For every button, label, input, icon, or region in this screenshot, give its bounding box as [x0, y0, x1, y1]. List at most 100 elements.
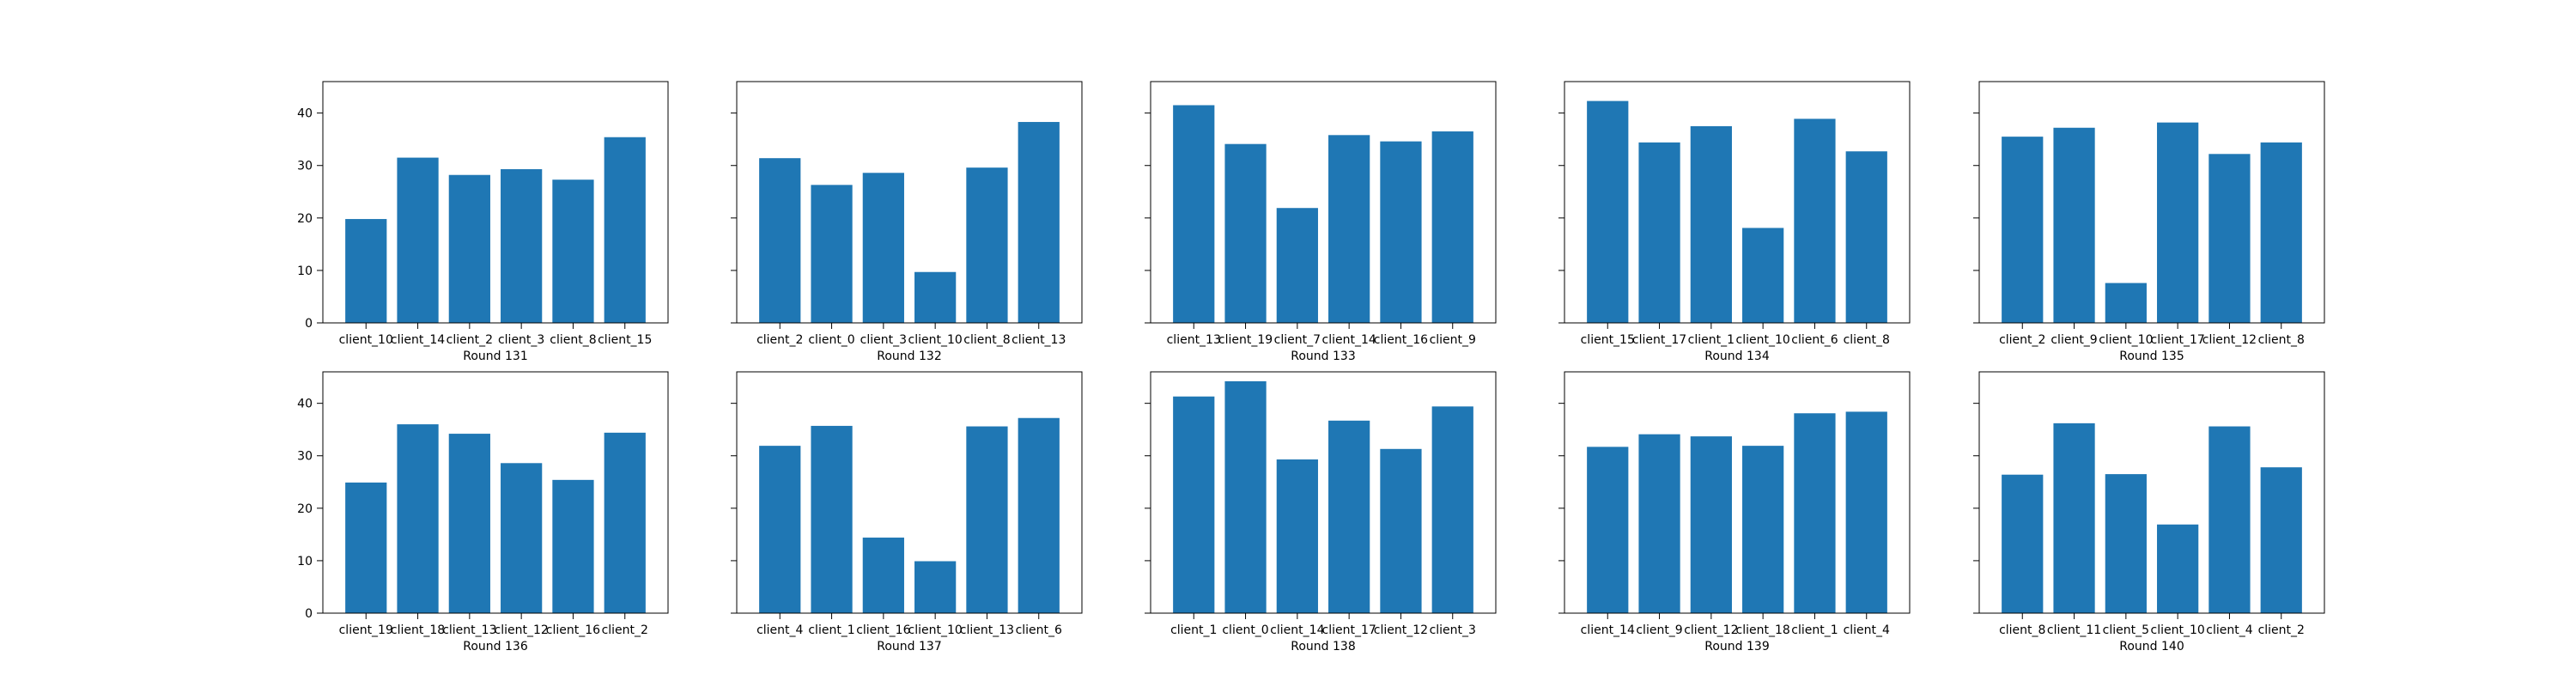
x-tick-label: client_13 [1012, 333, 1066, 347]
x-tick-label: client_2 [602, 623, 648, 637]
x-tick-label: client_15 [1581, 333, 1635, 347]
x-axis-label: Round 135 [2119, 350, 2184, 363]
x-tick-label: client_6 [1016, 623, 1062, 637]
bar-client_15 [1587, 100, 1629, 323]
bar-client_4 [2208, 426, 2251, 613]
bar-client_6 [1018, 417, 1060, 613]
x-tick-label: client_12 [1374, 623, 1428, 637]
x-tick-label: client_4 [1844, 623, 1890, 637]
axes-frame [1978, 81, 2325, 324]
x-tick-label: client_2 [2258, 623, 2305, 637]
subplot-8: client_1 client_0 client_14client_17client… [1145, 371, 1497, 654]
subplot-10: client_8 client_11 client_5 client_10 client… [1973, 371, 2325, 654]
bar-client_18 [1742, 446, 1784, 613]
bar-client_19 [345, 482, 387, 613]
bar-client_19 [1224, 143, 1267, 323]
x-tick-label: client_14 [1322, 333, 1376, 347]
x-tick-label: client_19 [1218, 333, 1273, 347]
x-tick-label: client_1 [1791, 623, 1838, 637]
axes-frame [1978, 371, 2325, 614]
bar-client_1 [1690, 125, 1732, 323]
x-tick-label: client_19 [339, 623, 393, 637]
bar-client_14 [1587, 447, 1629, 613]
x-tick-label: client_4 [756, 623, 803, 637]
x-tick-label: client_2 [756, 333, 803, 347]
x-axis-label: Round 132 [877, 350, 941, 363]
x-tick-label: client_12 [1684, 623, 1738, 637]
bar-client_12 [501, 463, 543, 613]
x-tick-label: client_16 [546, 623, 600, 637]
y-tick-label: 10 [297, 555, 313, 568]
x-tick-label: client_3 [1430, 623, 1476, 637]
bar-client_10 [1742, 228, 1784, 323]
x-tick-label: client_9 [1430, 333, 1476, 347]
x-tick-label: client_16 [1374, 333, 1428, 347]
bar-client_5 [2105, 474, 2147, 613]
x-tick-label: client_14 [1581, 623, 1635, 637]
bar-client_0 [811, 185, 853, 323]
bar-client_17 [1328, 420, 1370, 613]
bar-client_12 [1380, 448, 1422, 613]
x-tick-label: client_7 [1274, 333, 1321, 347]
bar-client_2 [759, 158, 801, 323]
bar-client_16 [552, 479, 594, 613]
axes-frame [736, 371, 1083, 614]
bar-client_13 [448, 434, 490, 613]
bar-client_3 [501, 169, 543, 323]
bar-client_13 [966, 426, 1008, 613]
x-axis-label: Round 136 [463, 640, 528, 654]
bar-client_13 [1173, 105, 1215, 324]
bar-client_8 [966, 167, 1008, 323]
y-tick-label: 0 [305, 607, 313, 621]
x-tick-label: client_1 [1688, 333, 1735, 347]
bar-client_2 [2002, 137, 2044, 323]
axes-frame [1564, 371, 1911, 614]
x-tick-label: client_10 [2151, 623, 2205, 637]
x-axis-label: Round 138 [1291, 640, 1355, 654]
x-tick-label: client_10 [908, 623, 963, 637]
bar-client_3 [1431, 406, 1473, 613]
x-tick-label: client_13 [442, 623, 496, 637]
x-tick-label: client_0 [808, 333, 854, 347]
y-tick-label: 30 [297, 450, 313, 464]
bar-client_6 [1794, 119, 1836, 323]
x-axis-label: Round 133 [1291, 350, 1355, 363]
bar-client_7 [1276, 208, 1318, 323]
x-tick-label: client_18 [1736, 623, 1790, 637]
x-tick-label: client_9 [1636, 623, 1682, 637]
x-tick-label: client_8 [2258, 333, 2305, 347]
bar-client_15 [604, 137, 646, 323]
x-tick-label: client_12 [495, 623, 549, 637]
bar-client_14 [1328, 135, 1370, 323]
axes-frame [322, 371, 669, 614]
x-tick-label: client_3 [498, 333, 544, 347]
bar-client_8 [1845, 151, 1887, 323]
y-tick-label: 20 [297, 502, 313, 516]
bar-client_10 [2105, 283, 2147, 323]
x-tick-label: client_13 [960, 623, 1014, 637]
subplot-6: 010203040client_19client_18client_13clie… [297, 371, 669, 654]
x-tick-label: client_15 [598, 333, 652, 347]
bar-client_10 [914, 271, 957, 323]
bar-client_8 [2002, 474, 2044, 613]
bar-client_1 [1173, 396, 1215, 613]
x-axis-label: Round 139 [1704, 640, 1769, 654]
bar-client_1 [1794, 413, 1836, 613]
axes-frame [1150, 371, 1497, 614]
x-tick-label: client_14 [391, 333, 445, 347]
x-axis-label: Round 131 [463, 350, 527, 363]
x-tick-label: client_8 [963, 333, 1010, 347]
bar-client_4 [1845, 411, 1887, 613]
axes-frame [736, 81, 1083, 324]
y-tick-label: 40 [297, 398, 313, 411]
x-axis-label: Round 140 [2119, 640, 2184, 654]
x-tick-label: client_10 [339, 333, 393, 347]
x-tick-label: client_0 [1222, 623, 1268, 637]
x-axis-label: Round 134 [1704, 350, 1770, 363]
x-tick-label: client_12 [2202, 333, 2257, 347]
x-tick-label: client_9 [2050, 333, 2097, 347]
bar-client_9 [2053, 127, 2095, 323]
x-tick-label: client_17 [1632, 333, 1686, 347]
